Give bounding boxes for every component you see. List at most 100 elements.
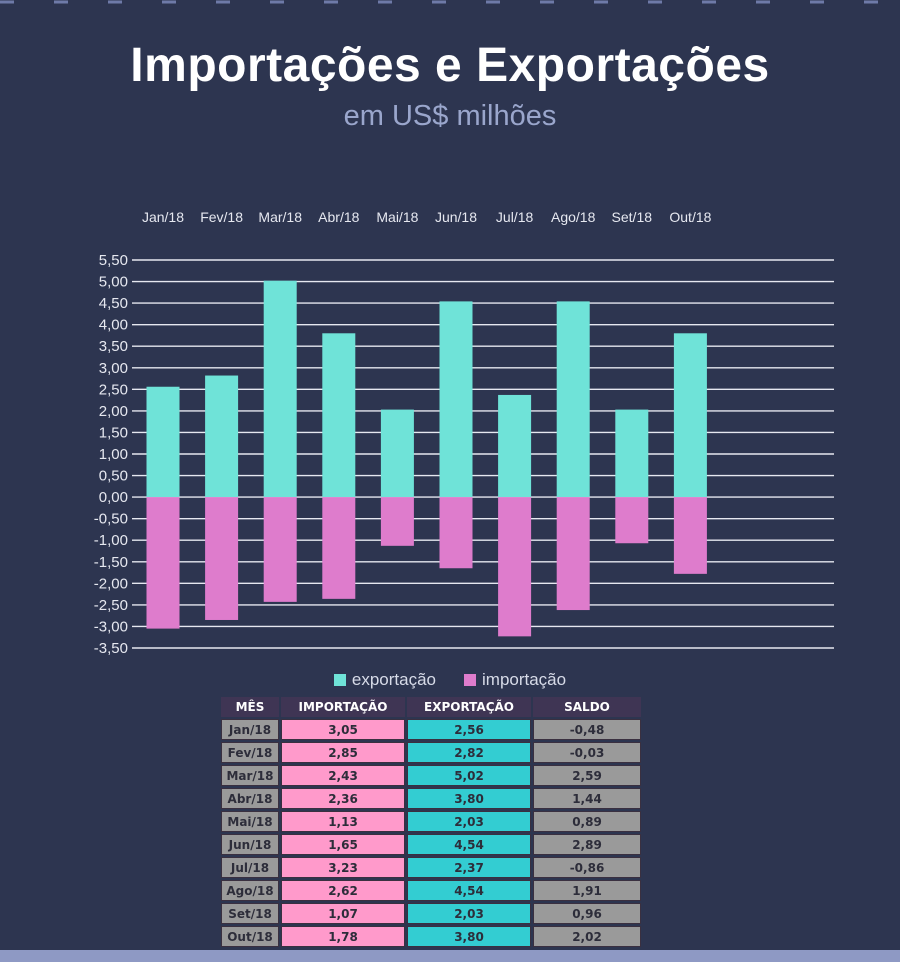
legend-item-exportacao: exportação	[333, 670, 436, 690]
cell-exportacao: 2,82	[407, 742, 531, 763]
bar-importacao	[673, 497, 707, 574]
header-saldo: SALDO	[533, 697, 641, 717]
y-tick-label: 2,00	[99, 403, 128, 420]
y-tick-label: -0,50	[94, 511, 128, 528]
category-label: Mar/18	[258, 209, 302, 225]
legend-swatch-importacao	[464, 674, 476, 686]
bar-exportacao	[380, 409, 414, 498]
cell-importacao: 2,62	[281, 880, 405, 901]
cell-importacao: 1,13	[281, 811, 405, 832]
legend-item-importacao: importação	[464, 670, 566, 690]
bar-importacao	[380, 497, 414, 546]
category-label: Jan/18	[142, 209, 184, 225]
y-tick-label: 3,00	[99, 360, 128, 377]
bar-exportacao	[673, 333, 707, 498]
cell-mes: Jun/18	[221, 834, 279, 855]
cell-importacao: 1,78	[281, 926, 405, 947]
legend-label-importacao: importação	[482, 670, 567, 689]
table-row: Abr/18 2,36 3,80 1,44	[221, 788, 641, 809]
table-row: Ago/18 2,62 4,54 1,91	[221, 880, 641, 901]
bar-importacao	[263, 497, 297, 602]
category-label: Abr/18	[318, 209, 359, 225]
header-exportacao: EXPORTAÇÃO	[407, 697, 531, 717]
category-label: Fev/18	[200, 209, 243, 225]
cell-saldo: 1,91	[533, 880, 641, 901]
cell-exportacao: 4,54	[407, 834, 531, 855]
table-row: Out/18 1,78 3,80 2,02	[221, 926, 641, 947]
cell-saldo: 1,44	[533, 788, 641, 809]
bar-exportacao	[615, 409, 649, 498]
table-row: Set/18 1,07 2,03 0,96	[221, 903, 641, 924]
cell-saldo: -0,86	[533, 857, 641, 878]
top-dashed-border	[0, 0, 900, 4]
cell-exportacao: 3,80	[407, 926, 531, 947]
category-label: Ago/18	[551, 209, 596, 225]
cell-mes: Fev/18	[221, 742, 279, 763]
header-importacao: IMPORTAÇÃO	[281, 697, 405, 717]
cell-exportacao: 2,56	[407, 719, 531, 740]
bar-importacao	[205, 497, 239, 620]
chart-legend: exportação importação	[0, 670, 900, 690]
y-tick-label: 3,50	[99, 338, 128, 355]
y-tick-label: -1,00	[94, 532, 128, 549]
cell-mes: Mar/18	[221, 765, 279, 786]
bar-exportacao	[146, 386, 180, 498]
y-tick-label: -2,00	[94, 575, 128, 592]
cell-importacao: 2,36	[281, 788, 405, 809]
y-tick-label: 0,00	[99, 489, 128, 506]
cell-mes: Out/18	[221, 926, 279, 947]
y-tick-label: -1,50	[94, 554, 128, 571]
cell-importacao: 3,23	[281, 857, 405, 878]
bar-importacao	[322, 497, 356, 599]
table-row: Fev/18 2,85 2,82 -0,03	[221, 742, 641, 763]
cell-importacao: 2,43	[281, 765, 405, 786]
cell-exportacao: 2,03	[407, 811, 531, 832]
bar-exportacao	[439, 301, 473, 498]
table-row: Mar/18 2,43 5,02 2,59	[221, 765, 641, 786]
y-tick-label: 4,00	[99, 317, 128, 334]
bar-importacao	[498, 497, 532, 637]
y-tick-label: 2,50	[99, 381, 128, 398]
y-tick-label: -3,50	[94, 640, 128, 657]
cell-exportacao: 5,02	[407, 765, 531, 786]
y-tick-label: -3,00	[94, 618, 128, 635]
bar-importacao	[556, 497, 590, 611]
y-tick-label: 4,50	[99, 295, 128, 312]
header-mes: MÊS	[221, 697, 279, 717]
chart-title: Importações e Exportações	[130, 39, 770, 92]
bar-exportacao	[263, 280, 297, 498]
bar-importacao	[615, 497, 649, 544]
legend-label-exportacao: exportação	[351, 670, 436, 689]
cell-mes: Ago/18	[221, 880, 279, 901]
cell-exportacao: 2,03	[407, 903, 531, 924]
bar-exportacao	[556, 301, 590, 498]
chart-subtitle: em US$ milhões	[343, 100, 557, 132]
data-table: MÊS IMPORTAÇÃO EXPORTAÇÃO SALDO Jan/18 3,…	[219, 695, 643, 949]
category-label: Jun/18	[435, 209, 477, 225]
cell-exportacao: 4,54	[407, 880, 531, 901]
y-tick-label: 1,00	[99, 446, 128, 463]
cell-saldo: -0,48	[533, 719, 641, 740]
cell-importacao: 2,85	[281, 742, 405, 763]
bar-importacao	[146, 497, 180, 629]
table-row: Mai/18 1,13 2,03 0,89	[221, 811, 641, 832]
cell-saldo: -0,03	[533, 742, 641, 763]
table-row: Jan/18 3,05 2,56 -0,48	[221, 719, 641, 740]
y-tick-label: 0,50	[99, 468, 128, 485]
category-label: Out/18	[669, 209, 711, 225]
bar-chart: 5,50 5,00 4,50 4,00 3,50 3,00 2,50 2,00 1,50 1,00…	[94, 209, 834, 657]
cell-importacao: 3,05	[281, 719, 405, 740]
cell-mes: Set/18	[221, 903, 279, 924]
cell-mes: Abr/18	[221, 788, 279, 809]
category-label: Jul/18	[496, 209, 534, 225]
cell-saldo: 2,59	[533, 765, 641, 786]
category-label: Mai/18	[376, 209, 418, 225]
cell-saldo: 2,89	[533, 834, 641, 855]
legend-swatch-exportacao	[333, 674, 346, 686]
bar-exportacao	[205, 375, 239, 498]
cell-saldo: 2,02	[533, 926, 641, 947]
category-label: Set/18	[612, 209, 653, 225]
cell-saldo: 0,89	[533, 811, 641, 832]
cell-exportacao: 3,80	[407, 788, 531, 809]
cell-mes: Jan/18	[221, 719, 279, 740]
